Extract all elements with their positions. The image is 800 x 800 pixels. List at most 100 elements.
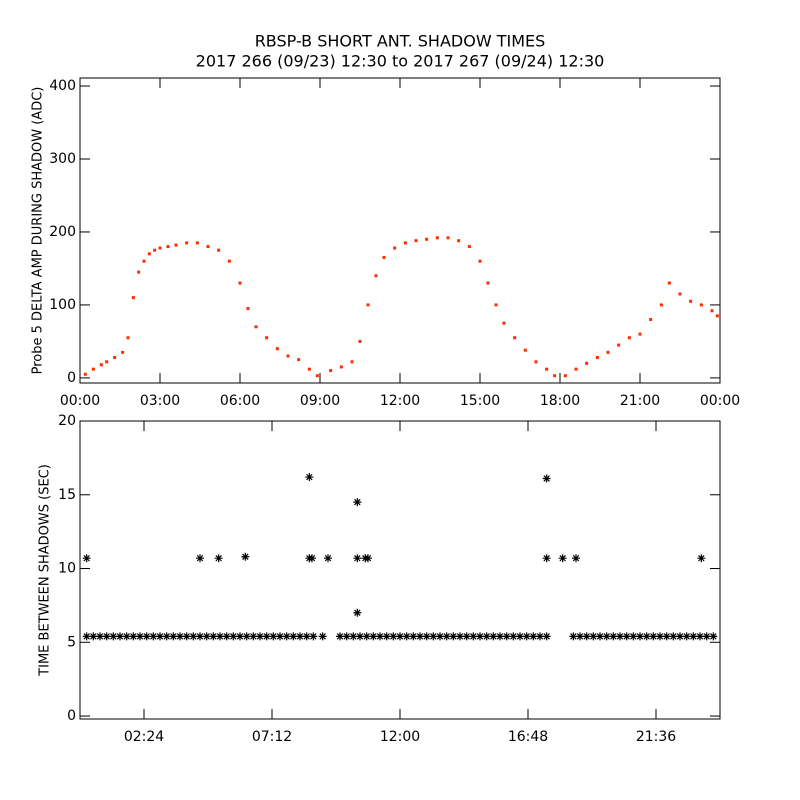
data-point bbox=[642, 632, 651, 641]
data-point bbox=[324, 554, 332, 563]
data-point bbox=[142, 632, 151, 641]
data-point bbox=[366, 303, 370, 307]
chart-subtitle: 2017 266 (09/23) 12:30 to 2017 267 (09/2… bbox=[196, 52, 605, 71]
data-point bbox=[402, 632, 411, 641]
data-point bbox=[522, 632, 531, 641]
data-point bbox=[629, 632, 638, 641]
data-point bbox=[667, 281, 671, 285]
data-point bbox=[276, 632, 284, 641]
data-point bbox=[589, 632, 598, 641]
data-point bbox=[169, 632, 178, 641]
data-point bbox=[214, 554, 223, 563]
data-point bbox=[449, 632, 458, 641]
data-point bbox=[376, 632, 384, 641]
data-point bbox=[602, 632, 611, 641]
data-point bbox=[676, 632, 684, 641]
data-point bbox=[502, 632, 511, 641]
data-point bbox=[109, 632, 118, 641]
data-point bbox=[241, 552, 250, 561]
data-point bbox=[116, 632, 124, 641]
data-point bbox=[196, 632, 204, 641]
data-point bbox=[353, 608, 362, 617]
data-point bbox=[308, 554, 316, 563]
data-point bbox=[389, 632, 398, 641]
x-tick-label: 12:00 bbox=[380, 729, 420, 745]
data-point bbox=[542, 474, 551, 483]
data-point bbox=[617, 343, 621, 347]
data-point bbox=[89, 632, 98, 641]
data-point bbox=[638, 332, 642, 336]
data-point bbox=[242, 632, 251, 641]
y-tick-label: 100 bbox=[49, 297, 76, 313]
data-point bbox=[616, 632, 624, 641]
data-point bbox=[142, 259, 146, 263]
data-point bbox=[662, 632, 671, 641]
data-point bbox=[482, 632, 491, 641]
data-point bbox=[689, 632, 698, 641]
data-point bbox=[209, 632, 218, 641]
x-tick-label: 09:00 bbox=[300, 393, 340, 409]
data-point bbox=[206, 245, 210, 249]
x-tick-label: 15:00 bbox=[460, 393, 500, 409]
data-point bbox=[126, 336, 130, 340]
data-point bbox=[494, 303, 498, 307]
data-point bbox=[353, 498, 362, 507]
data-point bbox=[529, 632, 538, 641]
data-point bbox=[136, 632, 144, 641]
data-point bbox=[563, 374, 567, 378]
data-point bbox=[269, 632, 278, 641]
data-point bbox=[342, 632, 351, 641]
data-point bbox=[275, 347, 279, 351]
data-point bbox=[185, 241, 189, 245]
data-point bbox=[697, 554, 706, 563]
data-point bbox=[436, 632, 444, 641]
data-point bbox=[286, 354, 290, 358]
data-point bbox=[393, 246, 397, 250]
data-point bbox=[715, 314, 719, 318]
data-point bbox=[309, 632, 318, 641]
data-point bbox=[236, 632, 244, 641]
data-point bbox=[307, 367, 311, 371]
data-point bbox=[302, 632, 311, 641]
data-point bbox=[574, 367, 578, 371]
y-tick-label: 5 bbox=[67, 634, 76, 650]
data-point bbox=[649, 318, 653, 322]
data-point bbox=[329, 369, 333, 373]
chart-title: RBSP-B SHORT ANT. SHADOW TIMES bbox=[255, 32, 546, 51]
data-point bbox=[486, 281, 490, 285]
data-point bbox=[682, 632, 691, 641]
data-point bbox=[364, 554, 372, 563]
data-point bbox=[403, 241, 407, 245]
data-point bbox=[262, 632, 271, 641]
data-point bbox=[435, 236, 439, 240]
x-tick-label: 00:00 bbox=[60, 393, 100, 409]
data-point bbox=[82, 554, 91, 563]
x-tick-label: 02:24 bbox=[124, 729, 164, 745]
data-point bbox=[456, 632, 464, 641]
y-tick-label: 300 bbox=[49, 151, 76, 167]
data-point bbox=[282, 632, 291, 641]
data-point bbox=[585, 361, 589, 365]
x-tick-label: 18:00 bbox=[540, 393, 580, 409]
data-point bbox=[176, 632, 184, 641]
data-point bbox=[156, 632, 164, 641]
data-point bbox=[542, 632, 551, 641]
data-point bbox=[710, 309, 714, 313]
data-point bbox=[91, 367, 95, 371]
data-point bbox=[609, 632, 618, 641]
data-point bbox=[582, 632, 591, 641]
x-tick-label: 12:00 bbox=[380, 393, 420, 409]
data-point bbox=[649, 632, 658, 641]
y-tick-label: 0 bbox=[67, 708, 76, 724]
data-point bbox=[137, 270, 141, 274]
data-point bbox=[195, 241, 199, 245]
data-point bbox=[669, 632, 678, 641]
x-tick-label: 21:00 bbox=[620, 393, 660, 409]
data-point bbox=[362, 632, 371, 641]
data-point bbox=[202, 632, 211, 641]
data-point bbox=[315, 374, 319, 378]
data-point bbox=[509, 632, 518, 641]
data-point bbox=[553, 374, 557, 378]
